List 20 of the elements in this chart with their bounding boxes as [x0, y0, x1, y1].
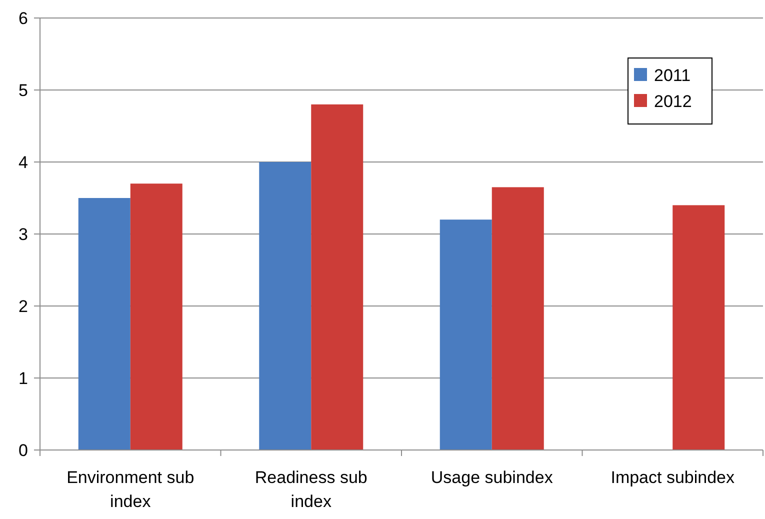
y-tick-label: 6: [18, 8, 28, 28]
bar: [130, 184, 182, 450]
bar: [492, 187, 544, 450]
y-tick-label: 5: [18, 80, 28, 100]
x-tick-label: Usage subindex: [430, 468, 554, 487]
y-tick-label: 4: [18, 152, 28, 172]
bar: [259, 162, 312, 450]
bar: [672, 205, 725, 450]
legend-label: 2011: [654, 66, 691, 85]
y-tick-label: 3: [18, 224, 28, 244]
y-tick-label: 0: [18, 440, 28, 460]
bar: [440, 220, 492, 450]
x-tick-label: Readiness sub index: [254, 468, 368, 511]
x-tick-label: Environment sub index: [66, 468, 194, 511]
bar: [311, 104, 364, 450]
x-tick-label: Impact subindex: [610, 468, 736, 487]
y-tick-label: 1: [18, 368, 28, 388]
y-tick-label: 2: [18, 296, 28, 316]
legend-label: 2012: [654, 92, 692, 111]
bar: [78, 198, 130, 450]
